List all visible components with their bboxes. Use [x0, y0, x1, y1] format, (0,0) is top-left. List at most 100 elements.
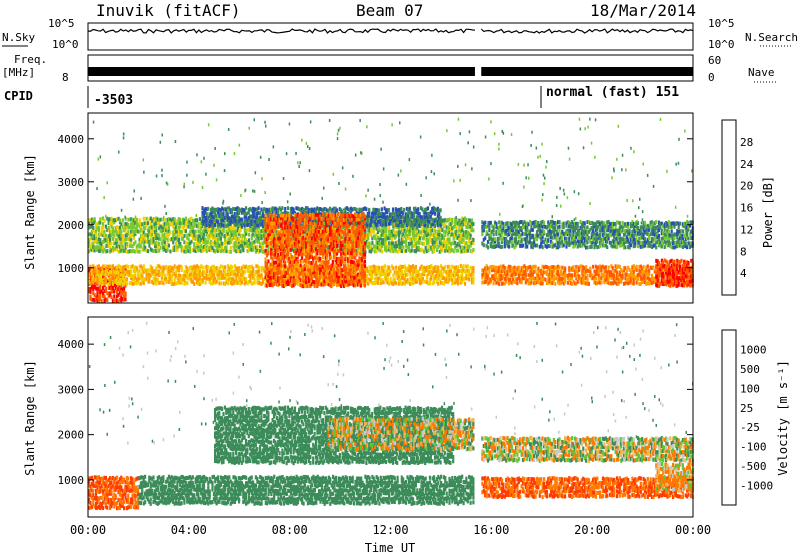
cell-power-cells-3	[398, 207, 402, 212]
cell-power-cells-4	[275, 282, 278, 287]
cell-power-cells-0	[123, 286, 126, 291]
cell-power-cells-2	[224, 241, 227, 245]
cell-power-cells-2	[109, 221, 112, 226]
cell-power-cells-2	[120, 222, 123, 227]
cell-power-cells-2	[212, 225, 215, 230]
cell-power-cells-2	[125, 249, 129, 254]
cell-power-cells-4	[265, 241, 269, 246]
cell-power-cells-1	[392, 273, 395, 278]
cell-power-cells-4	[348, 272, 351, 277]
cell-power-cells-1	[128, 281, 131, 286]
cell-power-cells-4	[331, 268, 334, 273]
cell-power-cells-4	[344, 239, 347, 244]
cell-power-cells-4	[331, 263, 334, 268]
cell-power-cells-2	[423, 226, 426, 231]
cell-power-cells-1	[92, 280, 95, 285]
cell-power-cells-4	[342, 263, 346, 268]
cell-power-cells-0	[92, 291, 95, 296]
cell-power-cells-2	[259, 248, 262, 253]
cell-power-cells-3	[415, 210, 418, 215]
cell-power-cells-1	[375, 276, 378, 281]
cell-power-cells-1	[153, 268, 157, 273]
cell-power-cells-3	[236, 222, 239, 226]
cell-power-cells-3	[431, 222, 434, 227]
cell-power-cells-1	[398, 274, 401, 279]
cell-power-cells-3	[365, 207, 368, 212]
cell-power-cells-2	[246, 228, 249, 232]
cell-power-cells-1	[462, 264, 465, 269]
cell-power-cells-2	[470, 249, 474, 254]
cell-power-cells-3	[439, 215, 442, 220]
cell-power-cells-4	[302, 239, 305, 244]
cell-power-cells-2	[113, 220, 116, 225]
cell-power-cells-1	[438, 273, 441, 278]
cell-power-cells-3	[263, 221, 266, 226]
cell-power-cells-1	[396, 270, 399, 275]
cell-power-cells-4	[302, 279, 305, 284]
cell-power-cells-2	[402, 228, 405, 232]
cell-power-cells-3	[226, 212, 229, 217]
cell-power-cells-2	[236, 228, 239, 233]
cell-power-cells-2	[201, 230, 204, 235]
cell-power-cells-4	[307, 243, 311, 248]
cell-power-cells-2	[240, 247, 244, 252]
cell-power-cells-2	[128, 241, 131, 246]
cell-power-cells-2	[267, 249, 270, 253]
cell-power-cells-1	[456, 265, 460, 270]
cell-power-cells-3	[436, 214, 439, 218]
cell-power-cells-4	[333, 239, 336, 244]
cell-power-cells-2	[245, 238, 248, 242]
cell-power-cells-3	[436, 206, 439, 211]
cell-power-cells-2	[146, 221, 150, 226]
cell-power-cells-2	[201, 248, 204, 253]
cell-power-cells-2	[424, 245, 427, 250]
cell-power-cells-2	[151, 225, 154, 230]
cell-power-cells-2	[369, 228, 373, 233]
cell-power-cells-4	[285, 280, 288, 285]
cell-power-cells-4	[288, 225, 291, 229]
cell-power-cells-3	[258, 215, 262, 220]
cell-power-cells-3	[244, 222, 248, 227]
cell-power-cells-4	[324, 220, 327, 225]
cell-power-cells-2	[419, 230, 422, 235]
cell-power-cells-1	[416, 276, 419, 281]
cell-power-cells-3	[256, 215, 259, 220]
cell-power-cells-2	[139, 224, 143, 229]
cell-power-cells-1	[153, 280, 157, 285]
cell-power-cells-2	[368, 244, 371, 249]
cell-power-cells-1	[177, 273, 180, 278]
cell-power-cells-4	[309, 216, 312, 220]
cell-power-cells-1	[193, 276, 196, 280]
cell-power-cells-4	[272, 268, 276, 272]
cell-power-cells-2	[458, 228, 461, 233]
cell-power-cells-2	[434, 236, 437, 241]
cell-power-cells-2	[124, 233, 127, 238]
cell-power-cells-4	[335, 244, 339, 248]
cell-power-cells-4	[338, 218, 341, 223]
cell-power-cells-1	[175, 270, 178, 275]
cell-power-cells-4	[348, 237, 351, 241]
cell-power-cells-2	[438, 228, 441, 233]
cell-power-cells-4	[265, 272, 269, 277]
cell-power-cells-3	[424, 223, 427, 228]
cell-power-cells-2	[117, 243, 120, 248]
cell-power-cells-0	[93, 271, 96, 276]
cell-power-cells-4	[337, 275, 340, 280]
cell-power-cells-3	[221, 206, 224, 211]
cell-power-cells-2	[271, 247, 274, 252]
cell-power-cells-2	[183, 249, 186, 254]
cell-power-cells-2	[153, 244, 157, 248]
cell-power-cells-3	[407, 218, 410, 223]
cell-power-cells-3	[404, 215, 407, 220]
cell-power-cells-2	[226, 232, 229, 236]
cell-power-cells-4	[267, 259, 270, 264]
nsearch-tick-top: 10^5	[708, 17, 735, 30]
cell-power-cells-1	[448, 277, 451, 282]
cell-power-cells-4	[335, 236, 339, 241]
cell-power-cells-2	[149, 221, 152, 226]
cell-power-cells-4	[344, 217, 347, 221]
cell-power-cells-2	[396, 240, 399, 244]
cell-power-cells-1	[125, 272, 129, 276]
cell-power-cells-0	[96, 282, 99, 287]
cell-power-cells-0	[100, 289, 103, 294]
